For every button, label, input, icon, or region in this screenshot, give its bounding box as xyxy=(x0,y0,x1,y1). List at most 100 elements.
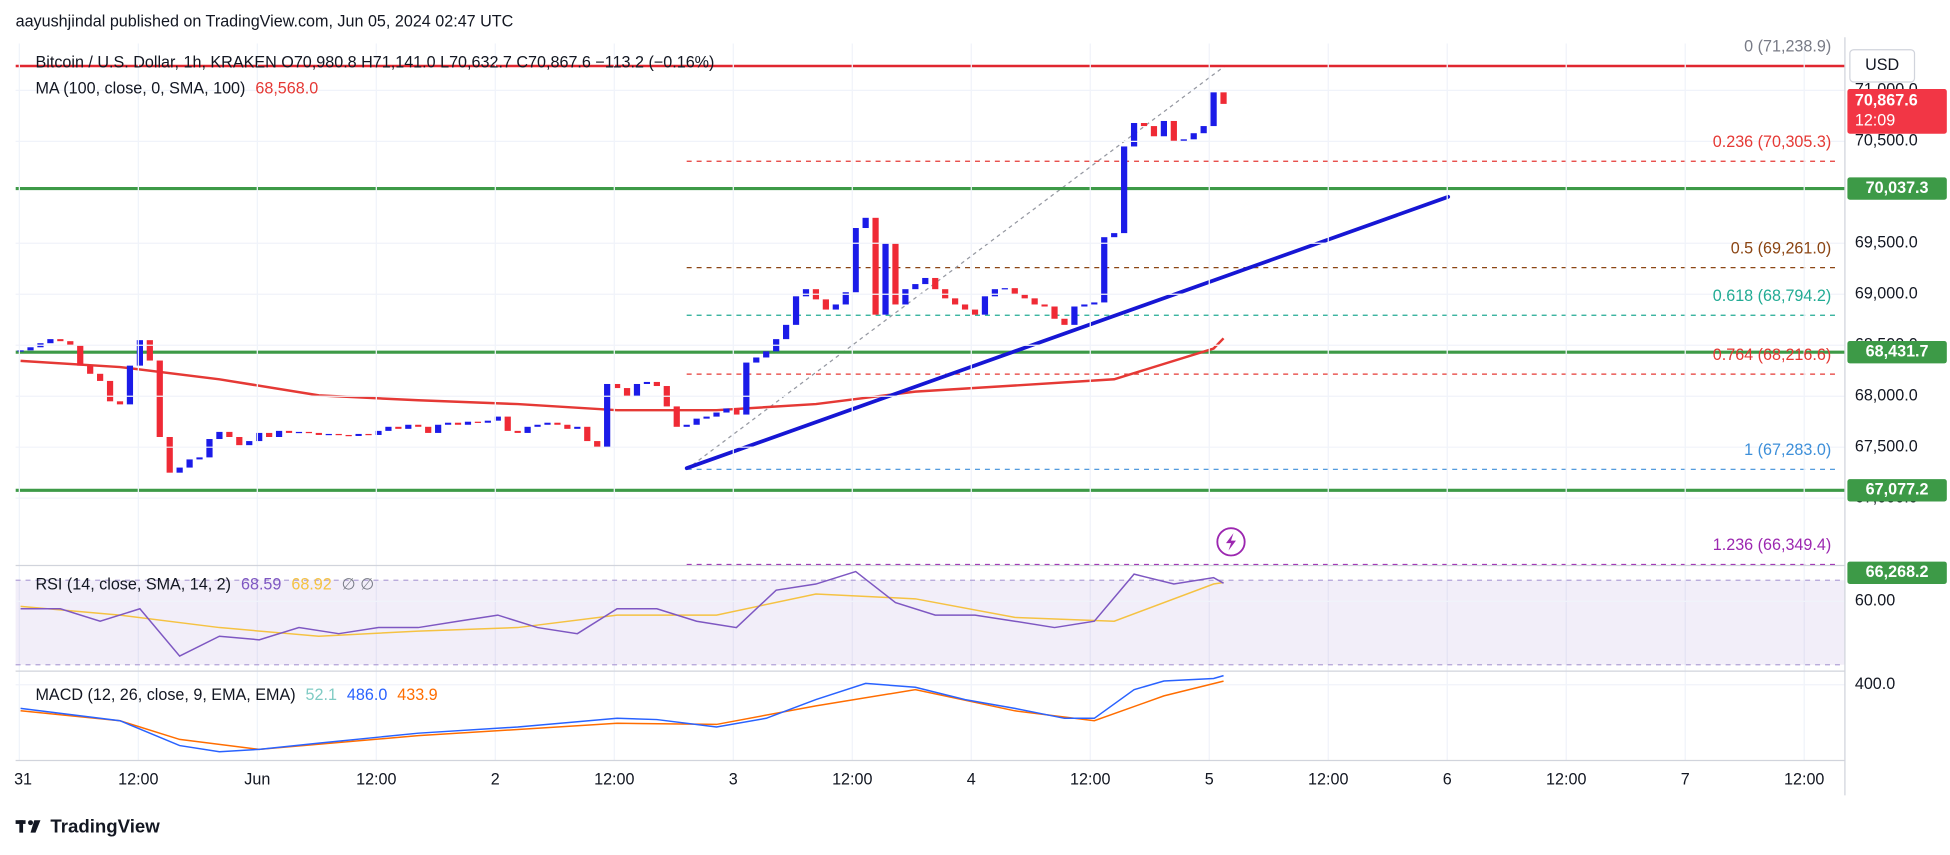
level-badge xyxy=(1847,341,1947,364)
fib-label: 0.5 (69,261.0) xyxy=(1731,239,1832,257)
candle xyxy=(952,298,959,305)
candle xyxy=(653,381,660,387)
legend-item: 68,568.0 xyxy=(255,80,318,98)
candle xyxy=(435,424,442,433)
countdown-label: 12:09 xyxy=(1855,112,1895,130)
time-label: 12:00 xyxy=(356,771,396,789)
candle xyxy=(534,424,541,427)
candle xyxy=(822,299,829,310)
candle xyxy=(494,416,501,421)
candle xyxy=(454,422,462,425)
candle xyxy=(226,431,233,437)
candle xyxy=(295,431,303,434)
candle xyxy=(47,339,54,344)
candle xyxy=(554,422,561,425)
currency-label: USD xyxy=(1865,56,1899,74)
candle xyxy=(1101,237,1108,303)
candle xyxy=(743,362,750,415)
candle xyxy=(733,408,740,415)
candle xyxy=(375,430,382,435)
legend-item: MA (100, close, 0, SMA, 100) xyxy=(35,80,245,98)
candle xyxy=(57,339,64,342)
candle xyxy=(136,340,143,366)
legend-row: MA (100, close, 0, SMA, 100) 68,568.0 xyxy=(35,80,318,98)
candle xyxy=(246,441,253,446)
alert-icon-bolt xyxy=(1226,533,1236,551)
candle xyxy=(146,340,153,361)
time-label: 5 xyxy=(1205,771,1214,789)
candle xyxy=(305,431,313,434)
time-label: 2 xyxy=(491,771,500,789)
candle xyxy=(633,383,641,397)
time-label: 12:00 xyxy=(832,771,872,789)
candle xyxy=(315,432,322,435)
candle xyxy=(643,381,651,384)
candle xyxy=(1001,288,1008,290)
rsi-ma-line xyxy=(20,581,1224,637)
candle xyxy=(683,424,690,427)
y-tick-label: 69,500.0 xyxy=(1855,234,1918,252)
candle xyxy=(932,277,939,290)
candle xyxy=(673,406,680,427)
candle xyxy=(1160,120,1168,137)
legend-item: Bitcoin / U.S. Dollar, 1h, KRAKEN O70,98… xyxy=(35,54,714,72)
candle xyxy=(693,418,700,425)
candle xyxy=(1180,139,1187,142)
candle xyxy=(395,426,402,429)
candle xyxy=(1081,304,1088,307)
candle xyxy=(266,432,273,437)
candle xyxy=(1190,133,1197,140)
candle xyxy=(594,441,601,448)
candle xyxy=(1220,92,1227,104)
time-label: 12:00 xyxy=(1308,771,1348,789)
candle xyxy=(186,459,193,468)
legend-item: 52.1 xyxy=(306,686,337,704)
candle xyxy=(216,431,223,440)
candle xyxy=(564,424,571,429)
candle xyxy=(1111,233,1118,238)
trend-line xyxy=(684,194,1451,471)
candle xyxy=(206,439,213,458)
candle xyxy=(425,426,432,433)
candle xyxy=(355,433,362,436)
tradingview-logo: TradingView xyxy=(15,816,160,837)
candle xyxy=(1021,294,1028,299)
candle xyxy=(285,430,293,433)
y-tick-label: 69,000.0 xyxy=(1855,285,1918,303)
time-label: 12:00 xyxy=(1070,771,1110,789)
macd-line xyxy=(20,674,1224,753)
candle xyxy=(872,217,879,315)
rsi-band xyxy=(15,580,1845,665)
candle xyxy=(365,433,372,436)
candle xyxy=(17,350,24,352)
candle xyxy=(1170,120,1177,142)
candle xyxy=(584,426,591,442)
candle xyxy=(236,436,243,446)
candle xyxy=(912,284,919,290)
candle xyxy=(882,243,889,315)
fib-label: 0.618 (68,794.2) xyxy=(1713,287,1831,305)
candle xyxy=(1140,123,1148,127)
candle xyxy=(345,434,352,437)
candle xyxy=(574,426,581,429)
fib-label: 0.764 (68,216.6) xyxy=(1713,346,1831,364)
candle xyxy=(842,292,849,305)
currency-box xyxy=(1849,49,1916,83)
candle xyxy=(1130,123,1138,147)
candle xyxy=(106,380,114,402)
level-badge xyxy=(1847,479,1947,502)
legend-row: Bitcoin / U.S. Dollar, 1h, KRAKEN O70,98… xyxy=(35,54,714,72)
time-label: 4 xyxy=(967,771,976,789)
time-label: 12:00 xyxy=(1784,771,1824,789)
fib-label: 1 (67,283.0) xyxy=(1744,441,1831,459)
candle xyxy=(156,360,163,437)
macd-signal-line xyxy=(20,680,1224,751)
candle xyxy=(981,296,989,315)
candle xyxy=(256,432,263,442)
candle xyxy=(514,430,521,433)
candle xyxy=(484,420,491,423)
rsi-tick-label: 60.00 xyxy=(1855,592,1895,610)
candle xyxy=(1071,306,1078,325)
legend-item: 68.92 xyxy=(291,576,331,594)
